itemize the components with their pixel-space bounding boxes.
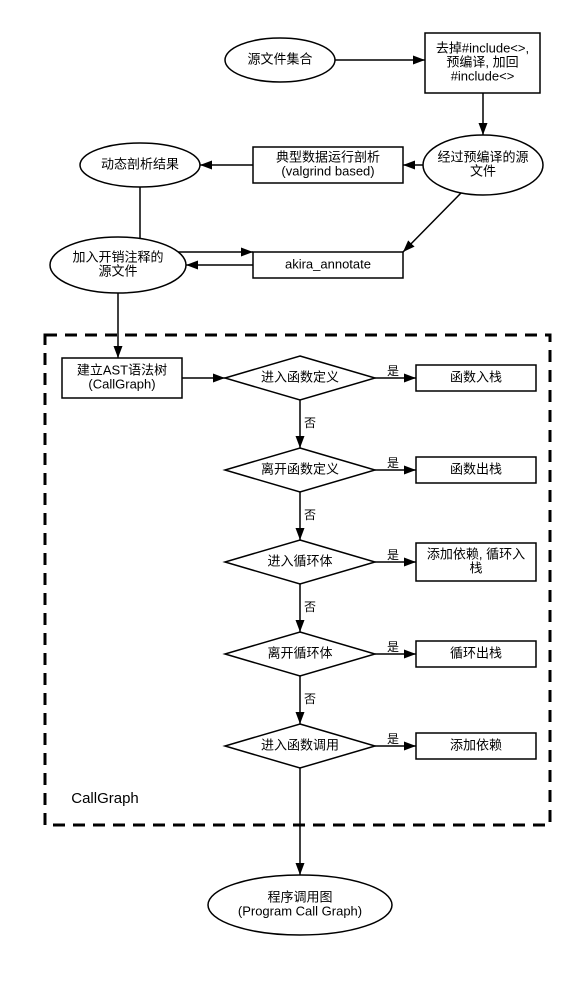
enter_func-label: 进入函数定义 — [261, 369, 339, 384]
push_func-label: 函数入栈 — [450, 369, 502, 384]
edge-label: 是 — [387, 456, 399, 470]
callgraph_label: CallGraph — [71, 790, 139, 807]
precompiled-label: 经过预编译的源 — [437, 149, 528, 164]
enter_call-label: 进入函数调用 — [261, 737, 339, 752]
valgrind-label: (valgrind based) — [281, 163, 374, 178]
edge-label: 否 — [304, 416, 316, 430]
leave_loop-label: 离开循环体 — [267, 645, 332, 660]
leave_func-label: 离开函数定义 — [261, 461, 339, 476]
edge-label: 否 — [304, 600, 316, 614]
source_files-label: 源文件集合 — [247, 51, 312, 66]
remove_include-label: #include<> — [451, 68, 515, 83]
annotated_source-label: 加入开销注释的 — [72, 249, 163, 264]
build_ast-label: (CallGraph) — [88, 376, 155, 391]
edge-label: 否 — [304, 692, 316, 706]
dynamic_result-label: 动态剖析结果 — [101, 156, 179, 171]
edge-label: 是 — [387, 640, 399, 654]
edge-label: 是 — [387, 364, 399, 378]
enter_loop-label: 进入循环体 — [267, 553, 332, 568]
remove_include-label: 预编译, 加回 — [446, 54, 518, 69]
pop_func-label: 函数出栈 — [450, 461, 502, 476]
akira-label: akira_annotate — [285, 256, 371, 271]
precompiled-label: 文件 — [470, 163, 496, 178]
add_dep_push-label: 添加依赖, 循环入 — [427, 546, 525, 561]
remove_include-label: 去掉#include<>, — [436, 40, 529, 55]
build_ast-label: 建立AST语法树 — [77, 362, 167, 377]
annotated_source-label: 源文件 — [98, 263, 137, 278]
pop_loop-label: 循环出栈 — [450, 645, 502, 660]
program_call_graph-label: 程序调用图 — [267, 889, 332, 904]
edge-label: 否 — [304, 508, 316, 522]
edge-label: 是 — [387, 732, 399, 746]
add_dep_push-label: 栈 — [469, 560, 482, 575]
valgrind-label: 典型数据运行剖析 — [276, 149, 380, 164]
program_call_graph-label: (Program Call Graph) — [238, 903, 362, 918]
add_dep-label: 添加依赖 — [450, 737, 502, 752]
edge — [403, 192, 462, 252]
edge-label: 是 — [387, 548, 399, 562]
